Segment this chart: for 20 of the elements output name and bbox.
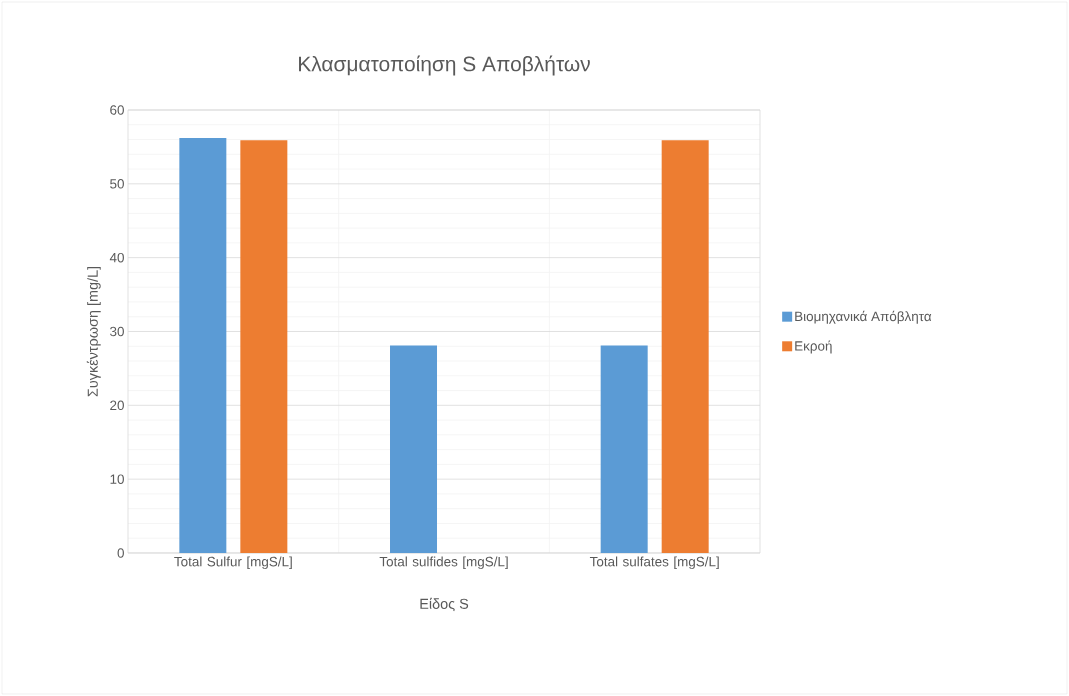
x-tick-label: Total sulfides [mgS/L] [379, 556, 508, 570]
y-tick-label: 60 [110, 105, 124, 115]
legend-label: Βιομηχανικά Απόβλητα [795, 310, 932, 324]
x-tick-label: Total Sulfur [mgS/L] [174, 556, 292, 570]
y-tick-label: 30 [110, 326, 124, 337]
y-tick-label: 10 [110, 474, 124, 484]
x-tick-label: Total sulfates [mgS/L] [589, 556, 719, 570]
bar [600, 345, 648, 553]
y-tick-label: 50 [110, 179, 124, 189]
y-tick-label: 40 [109, 252, 124, 263]
x-axis-title: Είδος S [420, 597, 469, 612]
y-tick-label: 0 [117, 548, 124, 558]
chart-title: Κλασματοποίηση S Αποβλήτων [299, 55, 590, 76]
y-tick-label: 20 [110, 400, 124, 411]
bar [179, 138, 227, 553]
y-axis-title: Συγκέντρωση [mg/L] [86, 266, 101, 397]
legend-label: Εκροή [795, 340, 832, 354]
bar [661, 140, 709, 553]
bar [390, 345, 438, 553]
bar [240, 140, 288, 553]
